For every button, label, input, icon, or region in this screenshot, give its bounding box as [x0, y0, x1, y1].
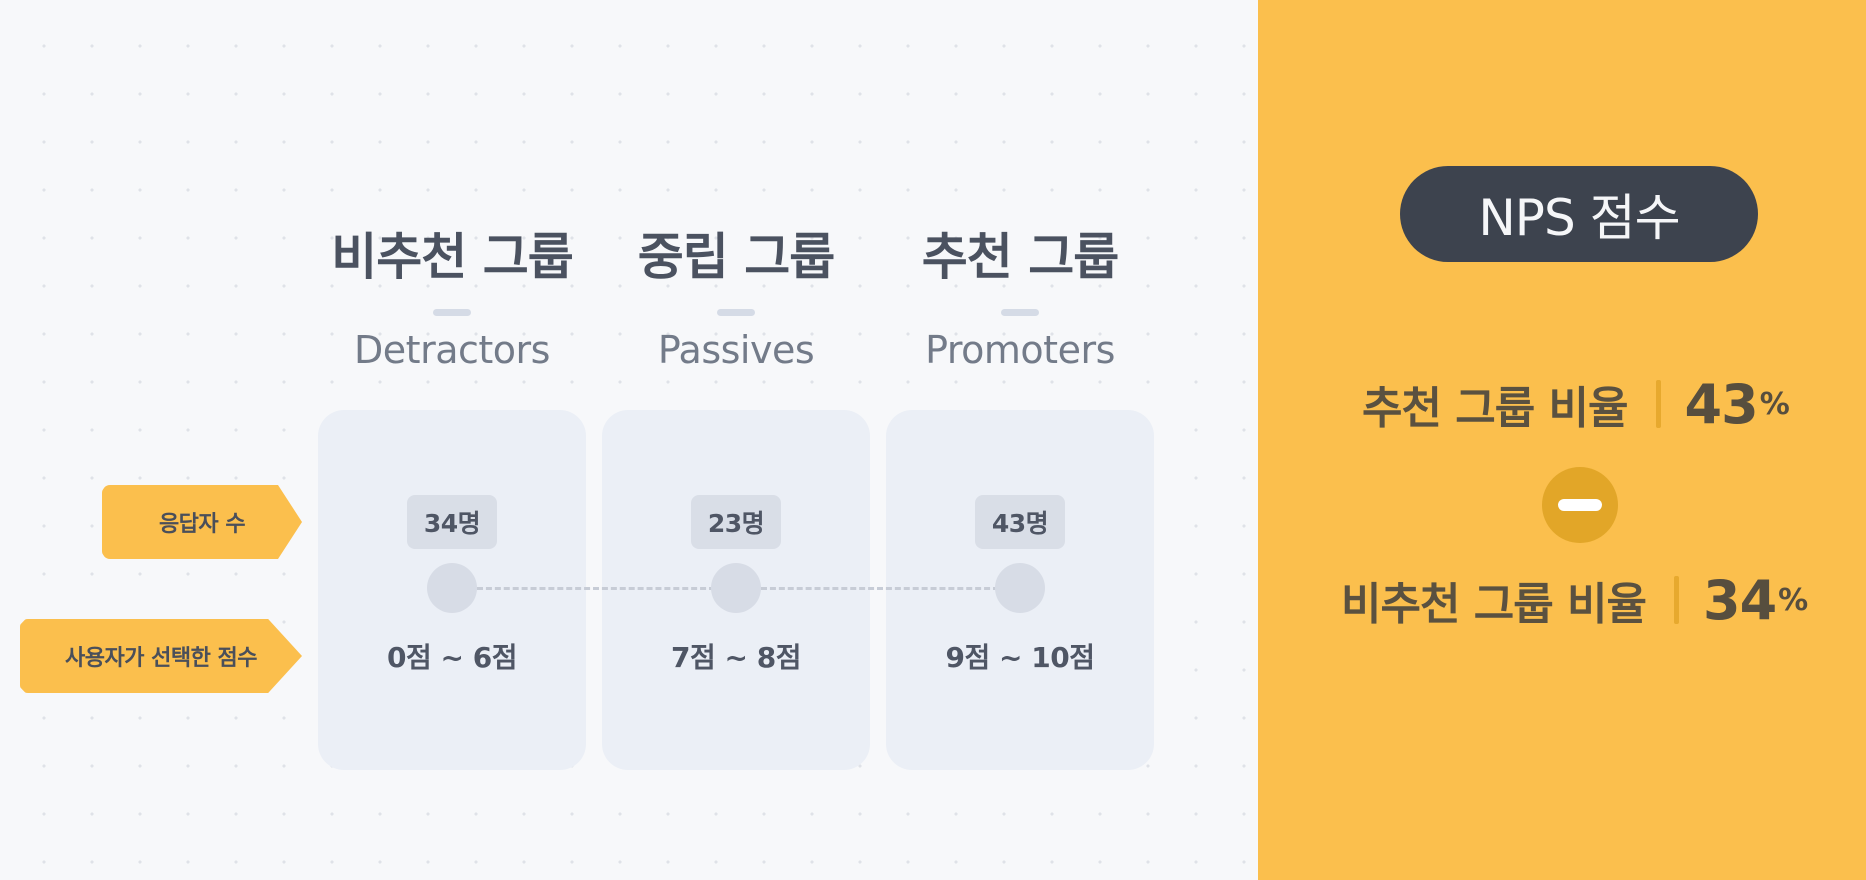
connector-line — [477, 587, 715, 590]
selected-score-row-label: 사용자가 선택한 점수 — [20, 619, 302, 693]
passives-node — [711, 563, 761, 613]
percent-sign: % — [1759, 386, 1790, 422]
detractors-node — [427, 563, 477, 613]
passives-header: 중립 그룹 Passives — [593, 228, 879, 373]
group-title: 중립 그룹 — [637, 228, 835, 286]
divider — [717, 309, 755, 316]
right-panel — [1258, 0, 1866, 880]
nps-title-pill: NPS 점수 — [1400, 166, 1758, 262]
minus-icon — [1542, 467, 1618, 543]
detractor-ratio-value: 34 — [1703, 568, 1777, 632]
promoters-header: 추천 그룹 Promoters — [877, 228, 1163, 373]
group-title: 비추천 그룹 — [331, 228, 573, 286]
group-title: 추천 그룹 — [921, 228, 1119, 286]
promoter-ratio-row: 추천 그룹 비율 43 % — [1362, 372, 1790, 436]
passives-count-badge: 23명 — [691, 495, 781, 549]
detractors-score-range: 0점 ~ 6점 — [387, 641, 517, 674]
promoter-ratio-label: 추천 그룹 비율 — [1362, 383, 1629, 434]
divider — [1001, 309, 1039, 316]
separator — [1674, 576, 1679, 624]
respondents-row-label: 응답자 수 — [102, 485, 302, 559]
minus-bar — [1558, 499, 1602, 511]
percent-sign: % — [1778, 582, 1809, 618]
group-subtitle: Detractors — [354, 328, 550, 372]
detractors-count-badge: 34명 — [407, 495, 497, 549]
promoters-score-range: 9점 ~ 10점 — [945, 641, 1095, 674]
passives-score-range: 7점 ~ 8점 — [671, 641, 801, 674]
detractors-header: 비추천 그룹 Detractors — [309, 228, 595, 373]
divider — [433, 309, 471, 316]
separator — [1655, 380, 1661, 428]
detractor-ratio-label: 비추천 그룹 비율 — [1341, 579, 1647, 630]
promoters-node — [995, 563, 1045, 613]
detractor-ratio-row: 비추천 그룹 비율 34 % — [1341, 568, 1808, 632]
promoter-ratio-value: 43 — [1684, 372, 1759, 436]
group-subtitle: Passives — [657, 328, 815, 372]
promoters-count-badge: 43명 — [975, 495, 1065, 549]
connector-line — [761, 587, 999, 590]
group-subtitle: Promoters — [925, 328, 1115, 372]
